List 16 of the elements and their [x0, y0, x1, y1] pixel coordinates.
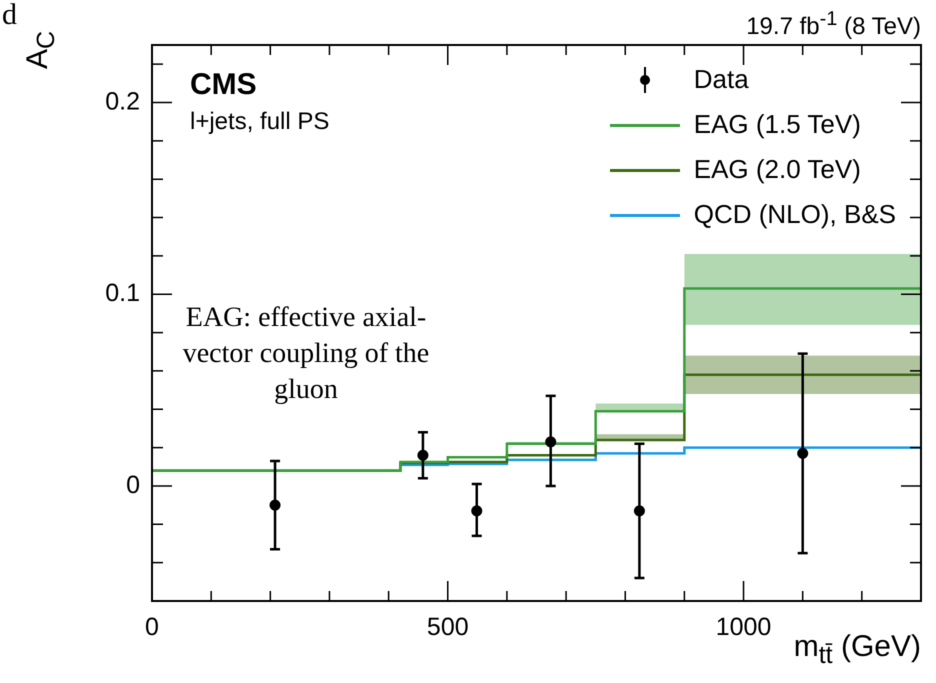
- y-tick-label: 0: [126, 470, 140, 499]
- annotation: EAG: effective axial-vector coupling of the gluon: [182, 301, 430, 407]
- y-tick-label: 0.2: [105, 87, 140, 116]
- annotation: CMS: [190, 68, 257, 102]
- x-axis-title: m$_{tt̄}$ (GeV): [794, 630, 921, 670]
- text: 19.7 fb$^{-1}$ (8 TeV): [746, 8, 921, 41]
- legend-label: Data: [694, 64, 749, 95]
- legend-label: EAG (1.5 TeV): [694, 109, 861, 140]
- y-tick-label: 0.1: [105, 279, 140, 308]
- x-tick-label: 1000: [716, 612, 772, 641]
- x-tick-label: 0: [145, 612, 159, 641]
- legend-label: EAG (2.0 TeV): [694, 154, 861, 185]
- text: d: [2, 0, 17, 31]
- annotation: l+jets, full PS: [190, 108, 330, 136]
- legend-label: QCD (NLO), B&S: [694, 199, 896, 230]
- x-tick-label: 500: [426, 612, 469, 641]
